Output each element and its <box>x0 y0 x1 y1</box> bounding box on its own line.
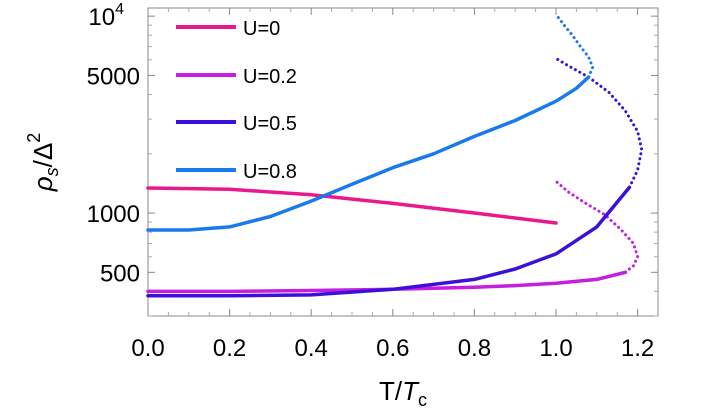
x-tick-label: 0.6 <box>376 335 409 362</box>
x-tick-label: 0.8 <box>458 335 491 362</box>
series-dotted-line <box>554 13 595 79</box>
y-axis-label: ρs/Δ2 <box>24 133 62 193</box>
series-3 <box>146 13 595 232</box>
plot-frame <box>147 7 659 317</box>
y-tick-label: 500 <box>100 260 140 287</box>
y-tick-label: 104 <box>88 1 124 31</box>
x-tick-label: 0.4 <box>295 335 328 362</box>
series-line <box>146 270 628 294</box>
series-2 <box>146 56 644 298</box>
legend-label: U=0.2 <box>243 66 297 88</box>
y-tick-label: 1000 <box>87 201 140 228</box>
legend-label: U=0.5 <box>243 113 297 135</box>
y-tick-labels: 500 1000 5000 104 <box>87 1 140 287</box>
series-line <box>146 75 591 232</box>
series-dotted-line <box>554 56 644 189</box>
x-tick-labels: 0.0 0.2 0.4 0.6 0.8 1.0 1.2 <box>131 335 654 362</box>
series-line <box>146 186 558 225</box>
series-line <box>146 185 632 298</box>
legend: U=0 U=0.2 U=0.5 U=0.8 <box>176 18 297 183</box>
x-axis-label: T/Tc <box>379 376 427 410</box>
series-layer <box>146 13 644 298</box>
major-ticks <box>147 8 658 316</box>
x-tick-label: 1.2 <box>621 335 654 362</box>
series-dotted-line <box>554 179 640 274</box>
legend-label: U=0.8 <box>243 161 297 183</box>
x-tick-label: 0.2 <box>213 335 246 362</box>
series-1 <box>146 179 640 294</box>
minor-ticks <box>148 8 658 317</box>
plot-area-border <box>147 7 659 317</box>
x-tick-label: 0.0 <box>131 335 164 362</box>
x-tick-label: 1.0 <box>539 335 572 362</box>
y-tick-label: 5000 <box>87 63 140 90</box>
legend-label: U=0 <box>243 18 280 40</box>
series-0 <box>146 186 558 225</box>
